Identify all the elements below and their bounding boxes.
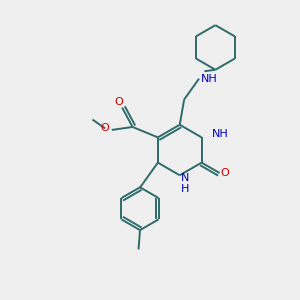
Text: O: O [101, 124, 110, 134]
Text: NH: NH [212, 129, 229, 140]
Text: NH: NH [200, 74, 217, 84]
Text: O: O [114, 97, 123, 107]
Text: N: N [181, 173, 190, 183]
Text: O: O [220, 168, 229, 178]
Text: H: H [181, 184, 189, 194]
